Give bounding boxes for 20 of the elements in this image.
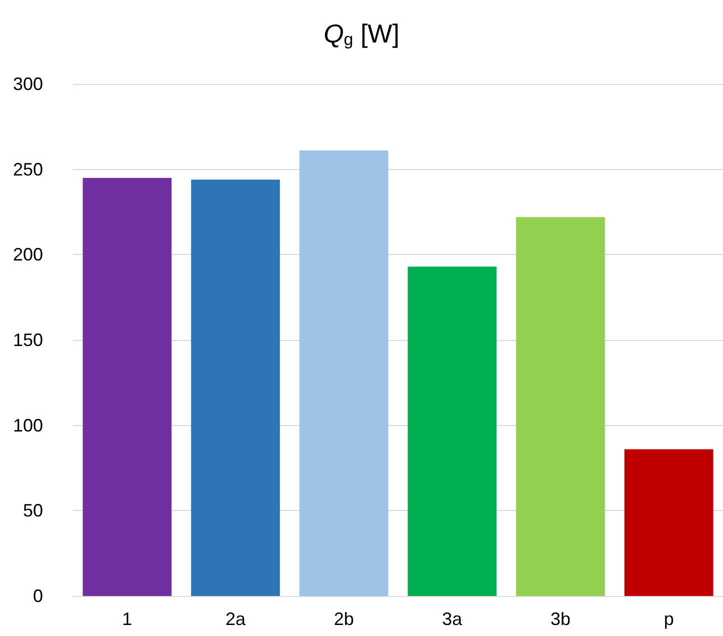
y-tick-label: 250 bbox=[12, 159, 43, 180]
x-tick-label: 3b bbox=[550, 609, 571, 629]
bar bbox=[624, 449, 714, 596]
x-tick-label: p bbox=[664, 609, 674, 629]
bar bbox=[516, 217, 605, 596]
bar bbox=[408, 266, 497, 596]
x-tick-label: 3a bbox=[442, 609, 464, 629]
x-tick-label: 1 bbox=[122, 609, 132, 629]
y-tick-label: 50 bbox=[22, 500, 43, 521]
bar bbox=[191, 180, 280, 596]
y-tick-label: 0 bbox=[32, 586, 43, 606]
y-tick-label: 200 bbox=[12, 244, 43, 265]
bar bbox=[82, 178, 172, 596]
y-tick-label: 100 bbox=[12, 415, 43, 436]
chart-title: Qg [W] bbox=[324, 18, 400, 49]
x-tick-label: 2b bbox=[334, 609, 354, 629]
y-tick-label: 150 bbox=[12, 330, 43, 350]
y-tick-label: 300 bbox=[12, 74, 43, 94]
bar bbox=[299, 150, 388, 596]
x-tick-label: 2a bbox=[225, 609, 246, 629]
